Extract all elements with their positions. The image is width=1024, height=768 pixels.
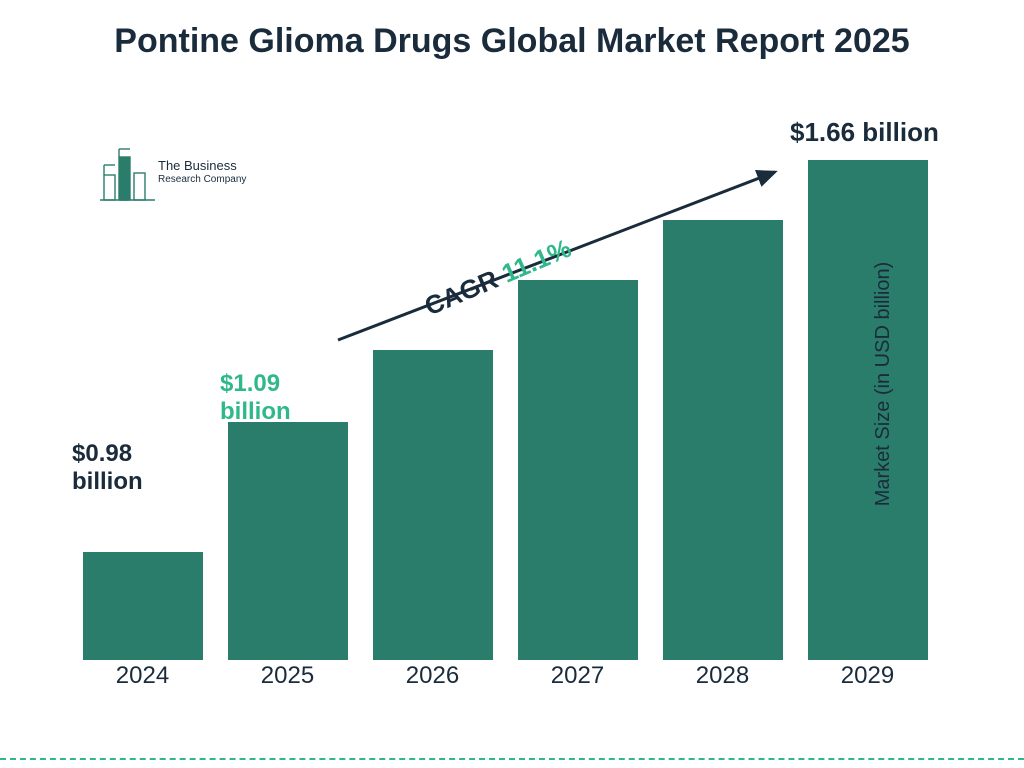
- y-axis-label-text: Market Size (in USD billion): [872, 262, 894, 507]
- y-axis-label: Market Size (in USD billion): [872, 262, 895, 507]
- bottom-divider: [0, 758, 1024, 760]
- trend-arrow: [0, 0, 1024, 768]
